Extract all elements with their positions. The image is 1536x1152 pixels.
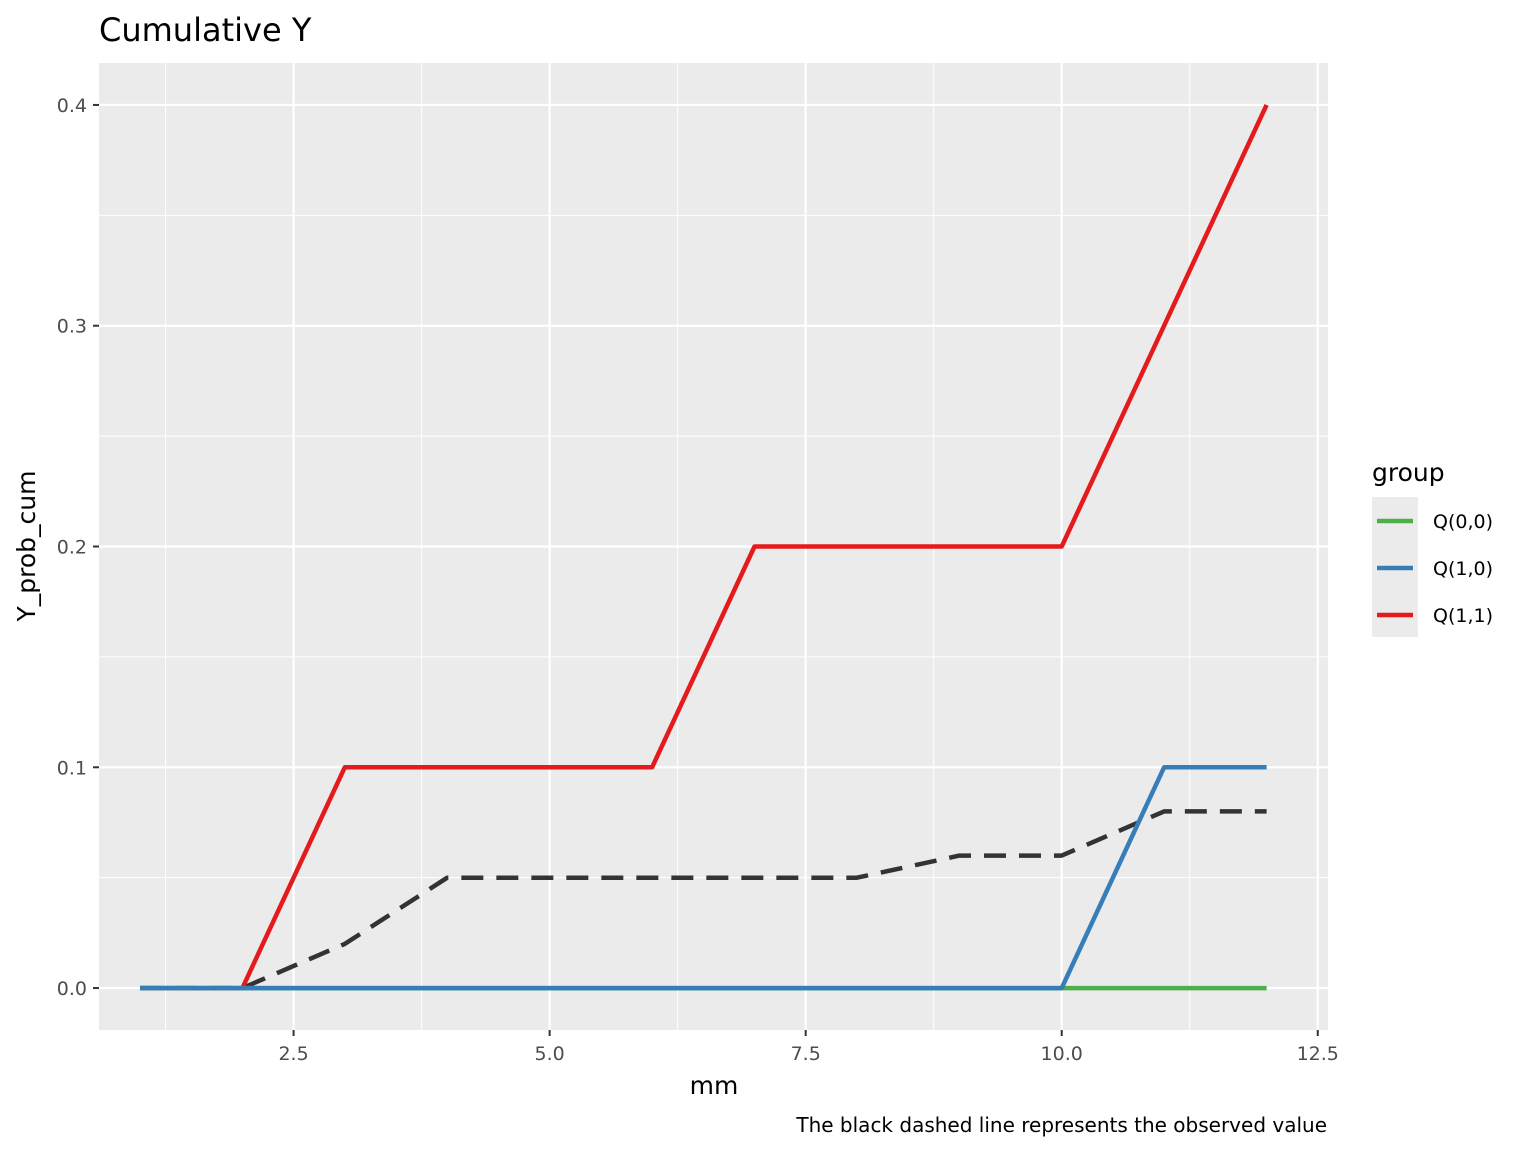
series-line-q-1-0 [140,765,1267,991]
legend-title: group [1372,458,1445,487]
axis-ticks: 2.5 5.0 7.5 10.0 12.5 0.0 0.1 0.2 0.3 0.4 [57,95,1339,1065]
observed-dashed-line [140,809,1267,991]
legend-label-q-1-0: Q(1,0) [1433,558,1493,580]
x-tick-label: 5.0 [535,1043,565,1065]
legend-label-q-1-1: Q(1,1) [1433,605,1493,627]
x-tick-label: 10.0 [1041,1043,1083,1065]
chart-title: Cumulative Y [99,11,312,49]
y-axis-title: Y_prob_cum [12,471,41,623]
y-tick-label: 0.2 [57,537,87,559]
x-tick-label: 12.5 [1297,1043,1339,1065]
y-tick-label: 0.0 [57,978,87,1000]
x-axis-title: mm [690,1071,739,1100]
legend-label-q-0-0: Q(0,0) [1433,511,1493,533]
chart-caption: The black dashed line represents the obs… [795,1113,1327,1137]
legend: group Q(0,0) Q(1,0) Q(1,1) [1372,458,1493,637]
y-tick-label: 0.3 [57,316,87,338]
y-tick-label: 0.4 [57,95,87,117]
x-tick-label: 7.5 [791,1043,821,1065]
series-lines [140,103,1269,991]
series-line-q-1-1 [140,103,1269,991]
y-tick-label: 0.1 [57,757,87,779]
x-tick-label: 2.5 [278,1043,308,1065]
